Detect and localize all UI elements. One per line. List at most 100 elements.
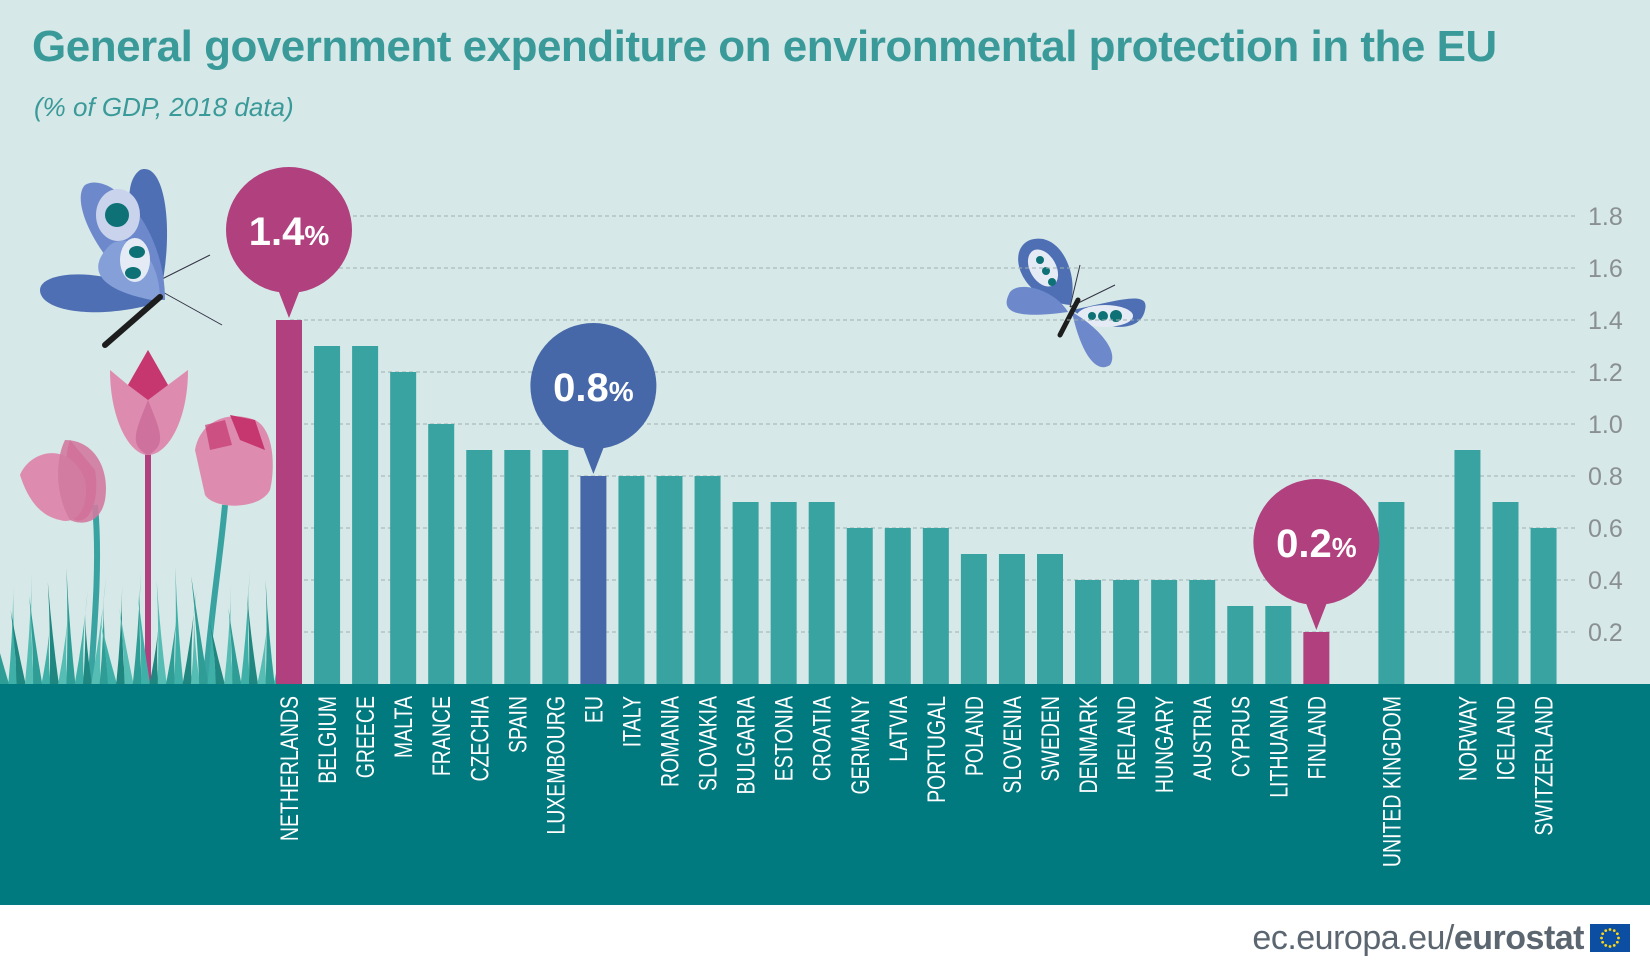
y-tick-label: 0.4 <box>1588 567 1623 595</box>
y-tick-label: 0.8 <box>1588 463 1623 491</box>
grass-blade <box>47 582 59 684</box>
bar <box>504 450 531 684</box>
grass-blade <box>24 573 34 684</box>
x-tick-label: AUSTRIA <box>1189 696 1217 781</box>
bar <box>846 528 873 684</box>
bar <box>1265 606 1292 684</box>
flag-star <box>1608 928 1612 931</box>
grass-blade <box>240 571 250 684</box>
grass-blade <box>191 576 209 684</box>
bar <box>1303 632 1330 684</box>
x-tick-label: GREECE <box>352 696 380 778</box>
x-tick-label: PORTUGAL <box>923 696 951 803</box>
grass-blade <box>247 594 258 684</box>
x-tick-label: ROMANIA <box>656 696 684 787</box>
bar <box>618 476 645 684</box>
grass-blade <box>209 622 225 684</box>
ground-band <box>0 684 1650 905</box>
grass-blade <box>228 608 242 684</box>
x-tick-label: IRELAND <box>1113 696 1141 780</box>
grass-blade <box>116 586 126 684</box>
x-tick-label: SLOVENIA <box>999 696 1027 794</box>
bars <box>276 320 1557 684</box>
flag-star <box>1601 932 1605 936</box>
chart-subtitle: (% of GDP, 2018 data) <box>34 92 294 122</box>
grass-blade <box>257 617 269 684</box>
x-tick-label: SPAIN <box>504 696 532 753</box>
y-tick-label: 1.0 <box>1588 411 1623 439</box>
x-tick-label: ITALY <box>618 696 646 747</box>
grass-blade <box>190 613 200 684</box>
x-tick-label: EU <box>580 696 608 723</box>
bar <box>314 346 341 684</box>
callout-circle <box>530 323 657 449</box>
grass-icon <box>0 567 287 684</box>
bar <box>884 528 911 684</box>
x-tick-label: SLOVAKIA <box>694 696 722 791</box>
x-tick-label: LITHUANIA <box>1265 696 1293 798</box>
grass-blade <box>83 614 92 684</box>
grass-blade <box>174 567 184 684</box>
y-tick-label: 0.6 <box>1588 515 1623 543</box>
x-tick-label: NORWAY <box>1454 696 1482 781</box>
bar <box>998 554 1025 684</box>
flag-star <box>1617 936 1620 940</box>
footer-domain[interactable]: ec.europa.eu/ <box>1252 918 1454 957</box>
x-tick-label: BULGARIA <box>732 696 760 795</box>
bar <box>694 476 721 684</box>
x-tick-label: SWEDEN <box>1037 696 1065 782</box>
y-tick-label: 1.2 <box>1588 359 1623 387</box>
grass-blade <box>91 577 107 684</box>
callout-value: 0.8% <box>553 366 634 410</box>
grass-blade <box>100 623 117 684</box>
callout-unit: % <box>304 220 329 251</box>
callout-value: 1.4% <box>249 210 330 254</box>
flag-star <box>1615 940 1619 944</box>
footer-brand[interactable]: eurostat <box>1453 918 1585 957</box>
bar <box>542 450 569 684</box>
x-tick-label: ESTONIA <box>770 696 798 781</box>
x-tick-label: UNITED KINGDOM <box>1378 696 1406 867</box>
flag-star <box>1608 945 1612 948</box>
x-tick-label: ICELAND <box>1492 696 1520 780</box>
callout-value: 0.2% <box>1276 522 1357 566</box>
callout-circle <box>1253 479 1380 605</box>
flag-star <box>1615 932 1619 936</box>
bar <box>1037 554 1063 684</box>
bar <box>732 502 759 684</box>
grass-blade <box>207 599 217 684</box>
bar <box>1492 502 1519 684</box>
grass-blade <box>138 595 151 684</box>
x-tick-label: MALTA <box>390 696 418 758</box>
bar <box>466 450 493 684</box>
butterfly-icon <box>40 169 223 348</box>
bar <box>1454 450 1481 684</box>
flag-star <box>1604 929 1608 933</box>
y-tick-label: 1.4 <box>1588 307 1623 335</box>
grass-blade <box>182 590 197 684</box>
y-tick-label: 1.8 <box>1588 203 1623 231</box>
bar <box>1378 502 1405 684</box>
y-tick-label: 0.2 <box>1588 619 1623 647</box>
callout-bubble: 1.4% <box>226 167 352 318</box>
x-tick-label: CZECHIA <box>466 696 494 782</box>
callout-number: 1.4 <box>249 210 305 254</box>
bar <box>1151 580 1178 684</box>
x-tick-label: GERMANY <box>846 696 874 795</box>
grass-blade <box>41 619 51 684</box>
grass-blade <box>265 580 275 684</box>
x-tick-label: CYPRUS <box>1227 696 1255 777</box>
callout-bubble: 0.8% <box>530 323 657 474</box>
x-axis-labels: NETHERLANDS BELGIUM GREECE MALTA FRANCE CZECH… <box>276 696 1558 867</box>
grass-blade <box>0 653 9 684</box>
flag-star <box>1600 936 1603 940</box>
x-tick-label: DENMARK <box>1075 696 1103 794</box>
callout-circle <box>226 167 352 293</box>
bar <box>922 528 949 684</box>
bar <box>808 502 835 684</box>
bar <box>1075 580 1102 684</box>
x-tick-label: SWITZERLAND <box>1530 696 1558 836</box>
grass-blade <box>156 581 167 684</box>
callout-unit: % <box>1332 532 1357 563</box>
bar <box>276 320 302 684</box>
